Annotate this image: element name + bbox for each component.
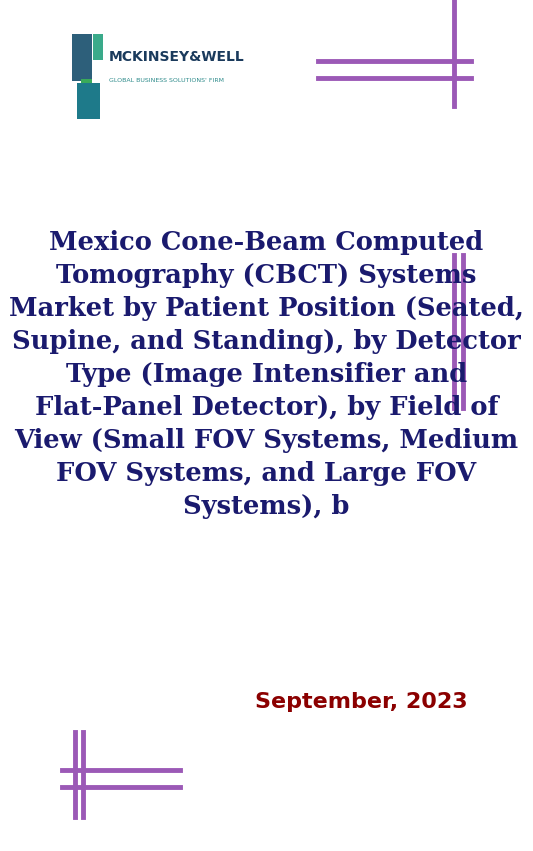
Text: MCKINSEY&WELL: MCKINSEY&WELL [109,50,245,64]
Text: GLOBAL BUSINESS SOLUTIONS' FIRM: GLOBAL BUSINESS SOLUTIONS' FIRM [109,78,224,83]
FancyBboxPatch shape [93,34,103,60]
FancyBboxPatch shape [72,34,92,81]
FancyBboxPatch shape [77,83,101,119]
Text: Mexico Cone-Beam Computed Tomography (CBCT) Systems Market by Patient Position (: Mexico Cone-Beam Computed Tomography (CB… [9,230,524,519]
Text: September, 2023: September, 2023 [255,692,467,712]
FancyBboxPatch shape [81,79,92,98]
